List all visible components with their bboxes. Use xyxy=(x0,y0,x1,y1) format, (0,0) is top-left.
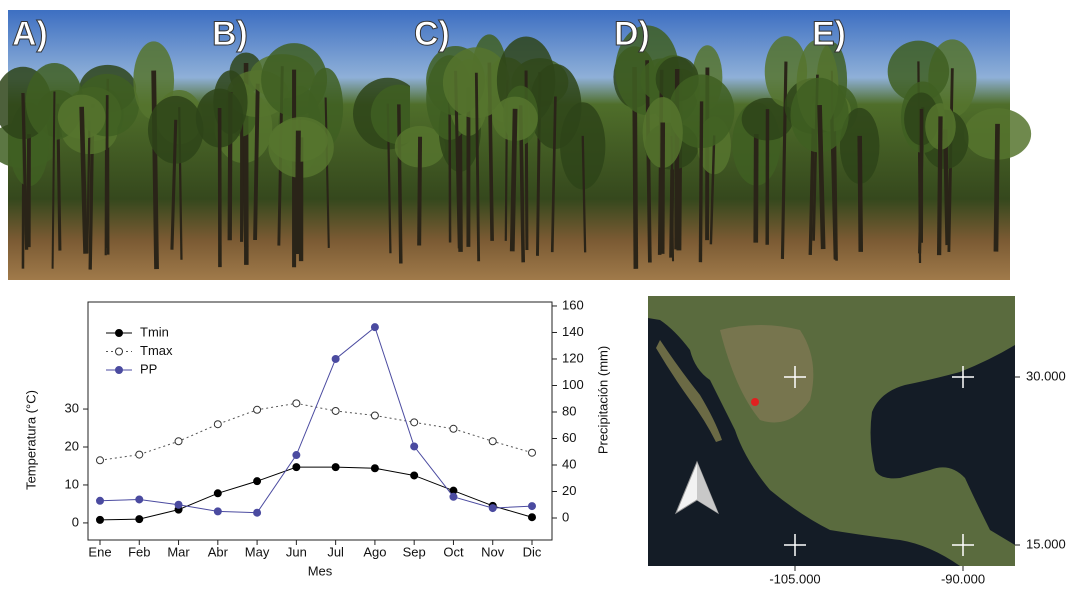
photo: D) xyxy=(610,10,808,280)
data-point xyxy=(332,355,339,362)
data-point xyxy=(293,400,300,407)
x-tick-label: Ago xyxy=(363,544,386,559)
data-point xyxy=(529,503,536,510)
study-site xyxy=(751,398,759,406)
data-point xyxy=(371,324,378,331)
x-tick-label: Jun xyxy=(286,544,307,559)
x-tick-label: Jul xyxy=(327,544,344,559)
data-point xyxy=(214,508,221,515)
legend-marker xyxy=(116,348,123,355)
trunk xyxy=(860,136,861,252)
y2-tick-label: 140 xyxy=(562,324,584,339)
photo-strip: A) B) C) D) E) xyxy=(0,10,1031,280)
data-point xyxy=(214,421,221,428)
lon-label: -105.000 xyxy=(769,571,820,586)
x-tick-label: Ene xyxy=(88,544,111,559)
data-point xyxy=(136,496,143,503)
data-point xyxy=(254,406,261,413)
trunk xyxy=(399,104,401,263)
data-point xyxy=(332,464,339,471)
data-point xyxy=(97,516,104,523)
trunk xyxy=(512,109,515,252)
data-point xyxy=(97,457,104,464)
x-tick-label: Mar xyxy=(167,544,190,559)
y-tick-label: 0 xyxy=(72,514,79,529)
trunk xyxy=(154,71,157,270)
y2-tick-label: 120 xyxy=(562,350,584,365)
data-point xyxy=(529,514,536,521)
data-point xyxy=(136,516,143,523)
y2-axis-label: Precipitación (mm) xyxy=(595,346,610,454)
data-point xyxy=(411,419,418,426)
y2-tick-label: 160 xyxy=(562,297,584,312)
x-axis-label: Mes xyxy=(308,563,333,578)
climate-chart: 0 10 20 30 0 20 40 60 80 100 120 140 160 Ene Feb Mar Abr… xyxy=(23,297,610,578)
photo-label: A) xyxy=(12,15,48,53)
data-point xyxy=(254,509,261,516)
y-tick-label: 20 xyxy=(65,438,79,453)
data-point xyxy=(254,478,261,485)
data-point xyxy=(97,497,104,504)
y2-tick-label: 60 xyxy=(562,430,576,445)
legend-label: Tmax xyxy=(140,343,173,358)
x-tick-label: Sep xyxy=(403,544,426,559)
trunk xyxy=(996,124,998,252)
legend-label: PP xyxy=(140,361,157,376)
y2-tick-label: 40 xyxy=(562,456,576,471)
photo-label: C) xyxy=(414,15,450,53)
trunk xyxy=(939,116,940,255)
data-point xyxy=(293,452,300,459)
data-point xyxy=(371,465,378,472)
data-point xyxy=(529,449,536,456)
x-tick-label: Feb xyxy=(128,544,150,559)
trunk xyxy=(419,137,420,246)
x-tick-label: Oct xyxy=(443,544,464,559)
legend-marker xyxy=(116,367,123,374)
y2-tick-label: 80 xyxy=(562,403,576,418)
figure: A) B) C) D) E) 0 10 20 30 0 20 40 60 80 100 120 140 160 E… xyxy=(0,0,1070,590)
photo: A) xyxy=(0,10,208,280)
data-point xyxy=(214,490,221,497)
trunk xyxy=(662,123,663,254)
photo: C) xyxy=(395,10,610,280)
photo-label: D) xyxy=(614,15,650,53)
data-point xyxy=(450,425,457,432)
trunk xyxy=(297,131,298,254)
photo-label: E) xyxy=(812,15,846,53)
data-point xyxy=(489,505,496,512)
x-tick-label: Abr xyxy=(208,544,229,559)
y-tick-label: 30 xyxy=(65,400,79,415)
data-point xyxy=(371,412,378,419)
data-point xyxy=(332,407,339,414)
series-line xyxy=(100,467,532,520)
data-point xyxy=(489,438,496,445)
legend-label: Tmin xyxy=(140,324,169,339)
trunk xyxy=(255,84,258,240)
y2-tick-label: 0 xyxy=(562,509,569,524)
photo: B) xyxy=(196,10,427,280)
y-tick-label: 10 xyxy=(65,476,79,491)
legend-marker xyxy=(116,330,123,337)
photo: E) xyxy=(785,10,1032,280)
data-point xyxy=(450,493,457,500)
lon-label: -90.000 xyxy=(941,571,985,586)
data-point xyxy=(136,451,143,458)
data-point xyxy=(175,501,182,508)
series-line xyxy=(100,403,532,460)
data-point xyxy=(411,472,418,479)
y2-tick-label: 100 xyxy=(562,377,584,392)
map: 30.000 15.000 -105.000 -90.000 xyxy=(648,296,1066,586)
data-point xyxy=(175,438,182,445)
x-tick-label: May xyxy=(245,544,270,559)
x-tick-label: Dic xyxy=(523,544,542,559)
y2-tick-label: 20 xyxy=(562,483,576,498)
photo-label: B) xyxy=(212,15,248,53)
lat-label: 15.000 xyxy=(1026,536,1066,551)
trunk xyxy=(700,101,701,262)
data-point xyxy=(293,464,300,471)
x-tick-label: Nov xyxy=(481,544,505,559)
data-point xyxy=(411,443,418,450)
y-axis-label: Temperatura (°C) xyxy=(23,390,38,490)
lat-label: 30.000 xyxy=(1026,368,1066,383)
